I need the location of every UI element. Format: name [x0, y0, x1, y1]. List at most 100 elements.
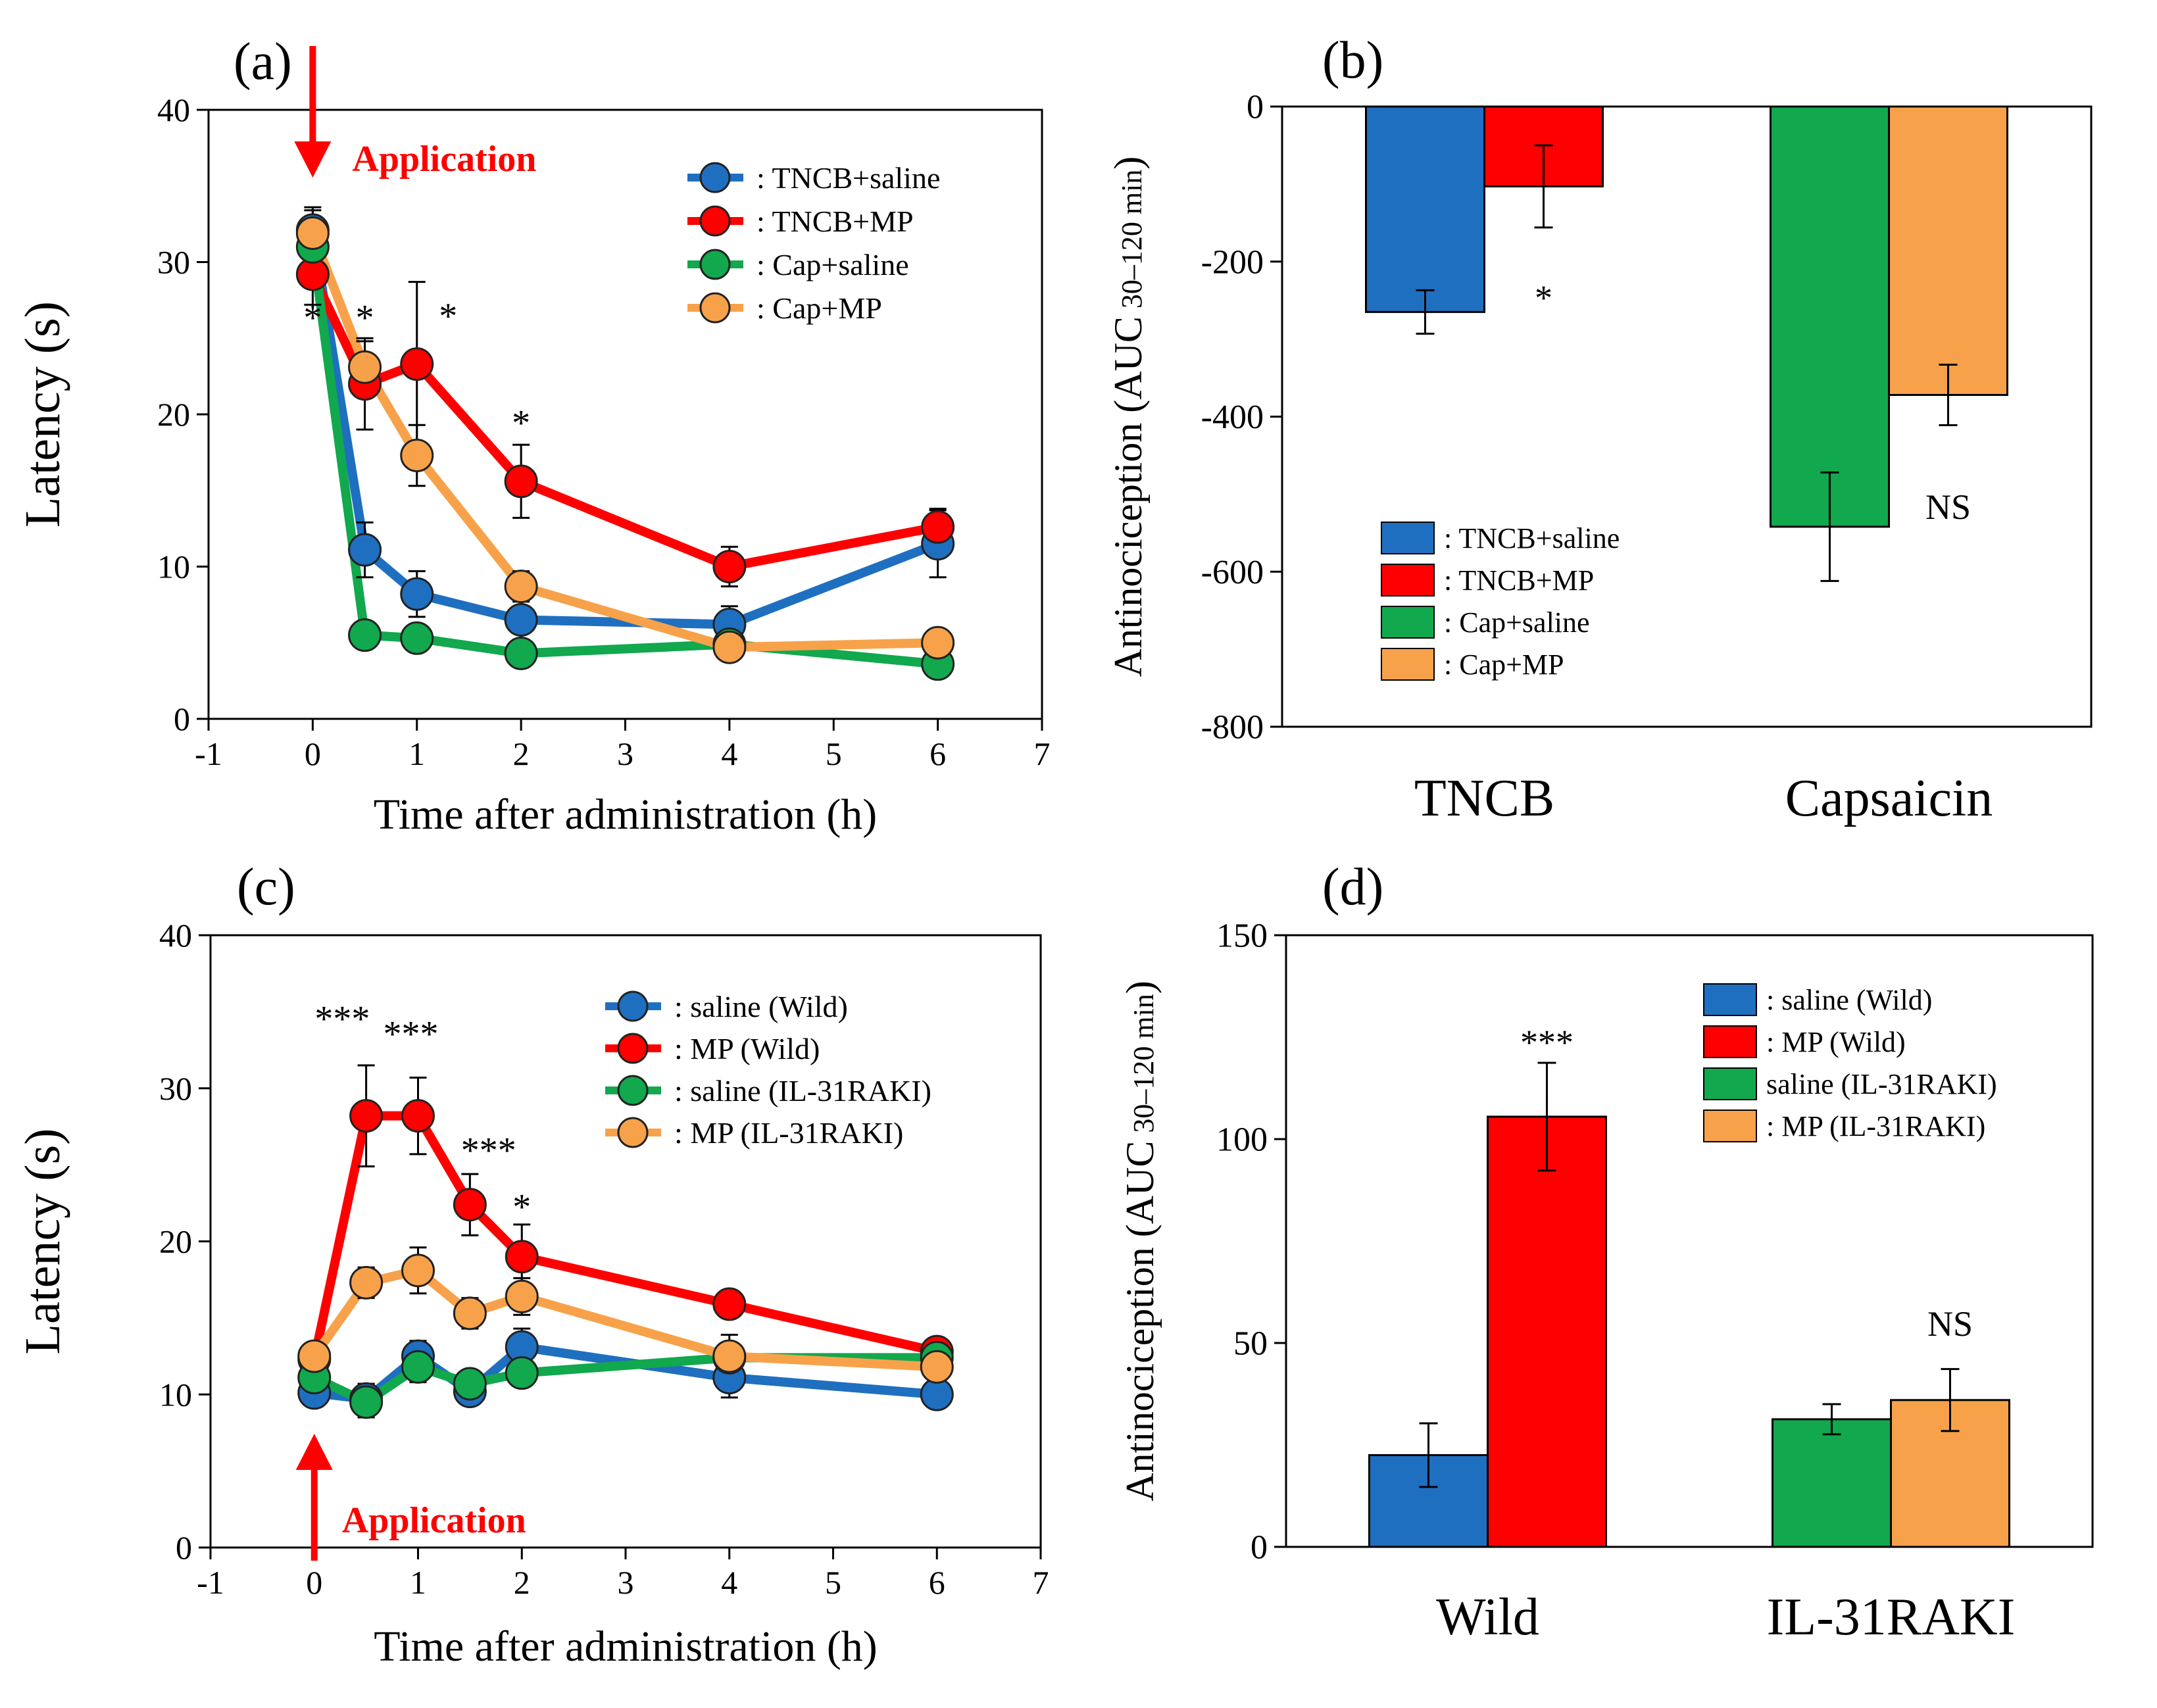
x-tick-label: 3	[617, 735, 633, 772]
data-point	[504, 464, 538, 499]
y-tick-label: 20	[157, 396, 190, 433]
data-point	[504, 603, 538, 637]
y-tick-label: 0	[174, 700, 190, 737]
legend-swatch	[1381, 522, 1435, 554]
data-point	[401, 1254, 435, 1288]
significance-mark: ***	[314, 998, 370, 1039]
data-point	[712, 550, 747, 583]
data-point	[921, 510, 955, 544]
x-tick-label: 4	[721, 1564, 737, 1601]
data-point	[712, 1287, 747, 1321]
x-tick-label: 2	[514, 1564, 530, 1601]
data-point	[349, 1099, 384, 1133]
legend-swatch	[1381, 564, 1435, 597]
y-axis-label-close: )	[1118, 981, 1162, 994]
y-tick-label: 10	[159, 1376, 192, 1413]
legend-label: saline (IL-31RAKI)	[1766, 1068, 1997, 1100]
legend-label: : MP (IL-31RAKI)	[1766, 1110, 1985, 1142]
significance-mark: *	[512, 403, 530, 443]
data-point	[921, 625, 955, 660]
data-point	[453, 1296, 487, 1330]
legend-label: : Cap+saline	[756, 248, 909, 281]
y-axis-label: Latency (s)	[15, 1129, 70, 1355]
plot-frame	[1285, 934, 2094, 1548]
x-tick-label: 3	[618, 1564, 634, 1601]
data-point	[349, 1385, 384, 1419]
significance-mark: ***	[383, 1014, 438, 1055]
legend-label: : MP (IL-31RAKI)	[674, 1116, 903, 1150]
legend-marker	[699, 292, 731, 324]
legend-swatch	[1703, 1067, 1757, 1100]
data-point	[295, 216, 330, 251]
data-point	[712, 630, 747, 664]
legend-label: : TNCB+saline	[756, 161, 940, 195]
legend-label: : TNCB+saline	[1444, 522, 1620, 554]
legend-label: : TNCB+MP	[1444, 564, 1594, 597]
y-axis-label-main: Latency (s)	[15, 1129, 70, 1355]
panel-d-bar-chart: 0 50 100 150 Antinociception (AUC 30–120 min)…	[1118, 858, 2094, 1646]
y-tick-label: -200	[1201, 243, 1264, 281]
application-arrow-head	[295, 1434, 333, 1470]
x-tick-label: -1	[197, 1564, 224, 1601]
panel-label: (c)	[237, 858, 295, 916]
legend-marker	[699, 205, 731, 237]
bar	[1888, 105, 2008, 396]
legend-marker	[699, 162, 731, 193]
y-axis-label: Antinociception (AUC 30–120 min)	[1106, 157, 1150, 677]
data-point	[401, 1350, 435, 1384]
data-point	[349, 1265, 384, 1300]
data-point	[505, 1240, 539, 1274]
legend-label: : saline (Wild)	[674, 990, 848, 1023]
y-tick-label: 30	[157, 244, 190, 281]
significance-mark: NS	[1927, 1304, 1973, 1344]
significance-mark: NS	[1925, 487, 1971, 527]
y-tick-label: 30	[159, 1070, 192, 1107]
panel-label: (d)	[1322, 858, 1383, 916]
application-arrow-head	[294, 141, 332, 178]
legend-marker	[617, 1075, 649, 1106]
data-point	[348, 533, 382, 567]
category-label: Capsaicin	[1785, 769, 1993, 827]
y-tick-label: -400	[1201, 399, 1264, 436]
x-tick-label: 0	[305, 735, 321, 772]
legend-marker	[617, 990, 649, 1022]
data-point	[348, 618, 382, 652]
data-point	[400, 577, 434, 611]
legend-label: : TNCB+MP	[756, 205, 914, 238]
bar	[1365, 105, 1485, 313]
legend-swatch	[1703, 1025, 1757, 1058]
significance-mark: ***	[1520, 1023, 1574, 1062]
legend-swatch	[1381, 606, 1435, 639]
panel-label: (b)	[1322, 32, 1383, 89]
y-axis-label-main: Antinociception (AUC	[1106, 316, 1150, 677]
y-tick-label: 0	[1247, 89, 1264, 126]
legend-label: : MP (Wild)	[674, 1032, 820, 1065]
legend-marker	[617, 1117, 649, 1148]
x-tick-label: -1	[195, 735, 222, 772]
x-tick-label: 1	[409, 735, 425, 772]
y-axis-label-main: Latency (s)	[15, 301, 70, 527]
x-tick-label: 6	[929, 1564, 945, 1601]
y-tick-label: 10	[157, 549, 190, 585]
data-point	[504, 636, 538, 670]
significance-mark: *	[1535, 278, 1552, 318]
data-point	[401, 1099, 435, 1133]
significance-mark: ***	[461, 1131, 516, 1171]
data-point	[297, 1339, 332, 1373]
legend-swatch	[1381, 648, 1435, 681]
legend-label: : MP (Wild)	[1766, 1026, 1906, 1058]
y-tick-label: 150	[1216, 917, 1268, 955]
data-point	[920, 1350, 954, 1384]
y-tick-label: -800	[1201, 709, 1264, 746]
significance-mark: *	[512, 1187, 531, 1228]
x-tick-label: 2	[513, 735, 530, 772]
y-axis-label: Latency (s)	[15, 301, 70, 527]
data-point	[400, 439, 434, 473]
category-label: Wild	[1436, 1588, 1539, 1646]
data-point	[712, 1339, 747, 1373]
x-tick-label: 4	[721, 735, 737, 772]
bar	[1487, 1115, 1607, 1548]
